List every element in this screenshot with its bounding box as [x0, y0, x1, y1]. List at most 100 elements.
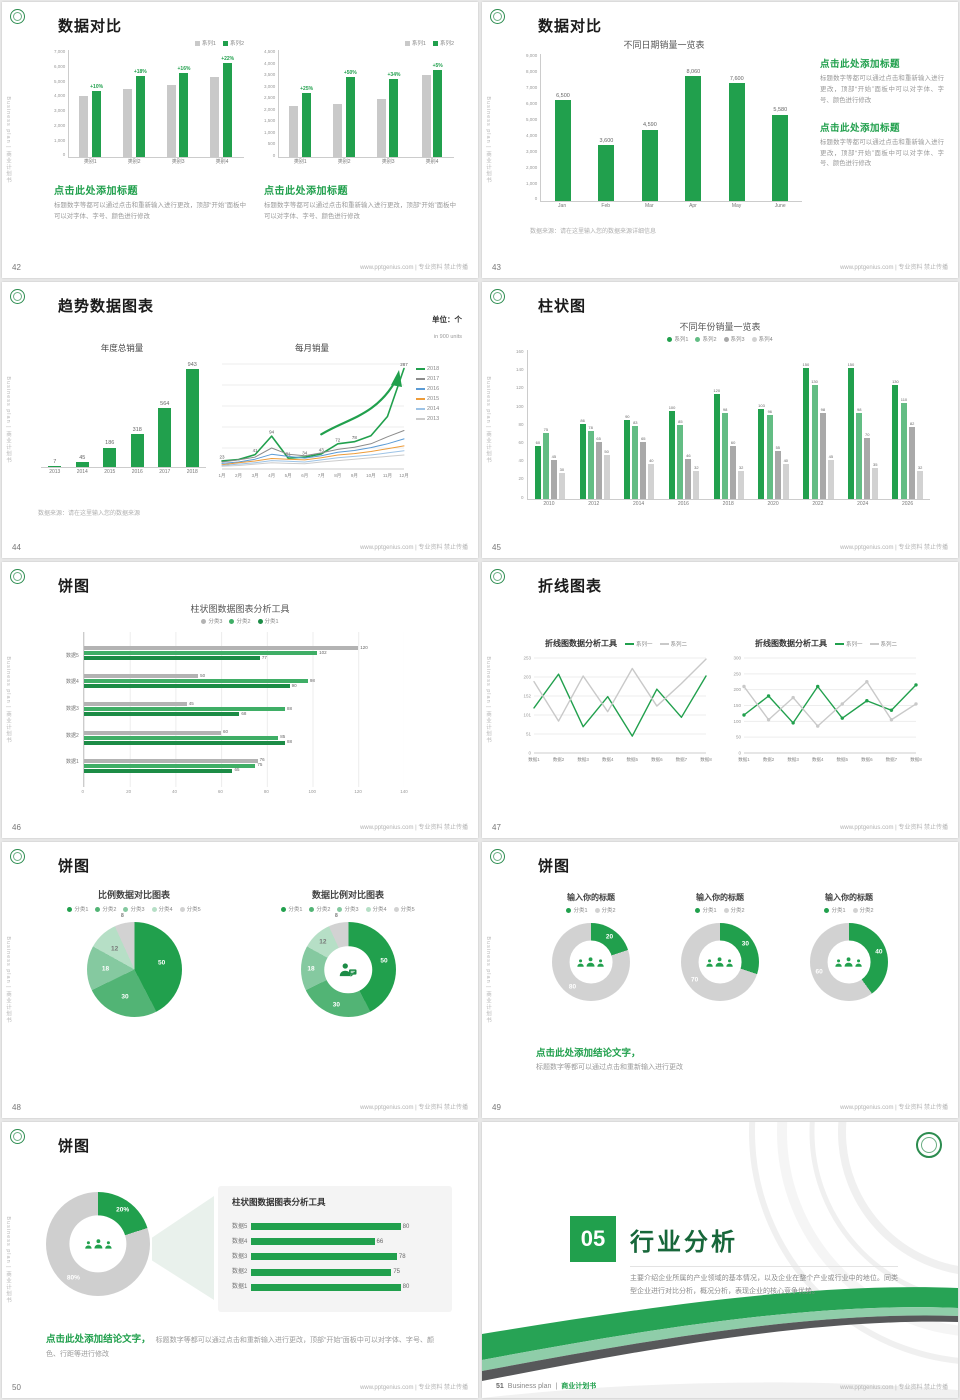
page-number: 50 [12, 1383, 21, 1392]
sidebar-vertical-text: Business plan | 商业计划书 [485, 656, 491, 744]
svg-text:数据5: 数据5 [837, 756, 849, 763]
block-text: 标题数字等都可以通过点击和重新输入进行更改，顶部“开始”面板中可以对字体、字号、… [264, 202, 456, 220]
svg-text:数据7: 数据7 [676, 756, 688, 763]
svg-text:数据2: 数据2 [553, 756, 565, 763]
footer-watermark: www.pptgenius.com | 专业资料 禁止传播 [360, 1105, 468, 1111]
slide-45: Business plan | 商业计划书 柱状图 不同年份销量一览表 系列1 系… [482, 282, 958, 558]
page-number: 49 [492, 1103, 501, 1112]
slide-43: Business plan | 商业计划书 数据对比 不同日期销量一览表 9,0… [482, 2, 958, 278]
decorative-curves [482, 1122, 958, 1398]
horizontal-bar-chart: 数据5 数据4 数据3 数据2 数据1 120 102 77 50 98 90 45 88 68 60 85 8… [66, 632, 408, 796]
page-number: 46 [12, 823, 21, 832]
svg-text:41: 41 [253, 448, 259, 453]
footer-label-cn: 商业计划书 [561, 1383, 597, 1390]
svg-text:203: 203 [523, 675, 531, 680]
section-body-text: 主要介绍企业所属的产业领域的基本情况，以及企业在整个产业或行业中的地位。同类型企… [630, 1266, 898, 1298]
line-chart: 253 203 152 101 51 0 数据1 数据2 数据3 数据4 数据5 数据6 数据7 数据8 [520, 652, 712, 764]
donut-chart: 50 30 18 12 8 [300, 913, 396, 1017]
block-text: 标题数字等都可以通过点击和重新输入进行更改，顶部“开始”面板中可以对字体、字号、… [820, 75, 944, 104]
brand-logo-icon [10, 849, 25, 864]
footer-left: 51 Business plan | 商业计划书 [496, 1381, 596, 1391]
svg-text:数据8: 数据8 [700, 756, 712, 763]
svg-text:51: 51 [526, 732, 532, 737]
section-number: 05 [570, 1216, 616, 1262]
slide-title: 饼图 [58, 1138, 91, 1155]
pie-block: 比例数据对比图表 分类1 分类2 分类3 分类4 分类5 50 30 18 12 8 [34, 888, 234, 1017]
svg-text:数据7: 数据7 [886, 756, 898, 763]
chart-title: 输入你的标题 [825, 893, 873, 902]
brand-logo-icon [490, 289, 505, 304]
chart-title: 数据比例对比图表 [311, 890, 384, 900]
svg-text:250: 250 [733, 671, 741, 676]
svg-text:数据1: 数据1 [738, 756, 750, 763]
footer-watermark: www.pptgenius.com | 专业资料 禁止传播 [360, 545, 468, 551]
svg-text:100: 100 [733, 719, 741, 724]
svg-text:11月: 11月 [383, 473, 392, 479]
pie-chart: 50 30 18 12 8 [86, 913, 182, 1017]
svg-text:数据6: 数据6 [651, 756, 663, 763]
grouped-bar-chart: 160 140 120 100 80 60 40 20 0 60 75 45 30 86 78 65 50 90 8… [516, 349, 930, 510]
svg-text:23: 23 [219, 454, 225, 459]
footer-separator: | [555, 1383, 558, 1390]
conclusion-body: 标题数字等都可以通过点击和重新输入进行更改，顶部“开始”面板中可以对字体、字号、… [46, 1337, 434, 1358]
slide-title: 折线图表 [538, 578, 603, 595]
slide-44: Business plan | 商业计划书 趋势数据图表 单位：个 in 900… [2, 282, 478, 558]
spacer [820, 107, 944, 120]
slide-title: 饼图 [58, 578, 91, 595]
chart-title: 每月销量 [294, 343, 329, 353]
chart-title: 不同日期销量一览表 [623, 40, 705, 50]
slide-50: Business plan | 商业计划书 饼图 20% 80% 柱状图数据图表分… [2, 1122, 478, 1398]
chart-title: 柱状图数据图表分析工具 [190, 604, 290, 614]
footer-watermark: www.pptgenius.com | 专业资料 禁止传播 [840, 545, 948, 551]
slide-46: Business plan | 商业计划书 饼图 柱状图数据图表分析工具 分类3… [2, 562, 478, 838]
text-block: 点击此处添加标题 标题数字等都可以通过点击和重新输入进行更改，顶部“开始”面板中… [54, 182, 246, 223]
footer-label-en: Business plan [507, 1383, 552, 1390]
footer-watermark: www.pptgenius.com | 专业资料 禁止传播 [840, 825, 948, 831]
slide-48: Business plan | 商业计划书 饼图 比例数据对比图表 分类1 分类2… [2, 842, 478, 1118]
svg-text:34: 34 [302, 451, 308, 456]
svg-text:200: 200 [733, 687, 741, 692]
svg-text:101: 101 [523, 713, 531, 718]
block-text: 标题数字等都可以通过点击和重新输入进行更改，顶部“开始”面板中可以对字体、字号、… [820, 138, 944, 168]
svg-text:数据2: 数据2 [763, 756, 775, 763]
conclusion-text: 标题数字等都可以通过点击和重新输入进行更改 [536, 1064, 683, 1071]
block-title: 点击此处添加标题 [820, 122, 901, 134]
brand-logo-icon [10, 289, 25, 304]
chart-legend: 系列1 系列2 [54, 39, 244, 47]
svg-text:数据3: 数据3 [577, 756, 589, 763]
bar-chart: 7 45 186 318 564 943 2013 2014 2015 2016 2017 2018 [38, 358, 206, 478]
panel-title: 柱状图数据图表分析工具 [232, 1197, 326, 1207]
svg-text:150: 150 [733, 703, 741, 708]
slide-title: 饼图 [538, 858, 571, 875]
brand-logo-icon [490, 569, 505, 584]
svg-text:数据1: 数据1 [528, 756, 540, 763]
chart-legend: 系列一 系列二 [834, 640, 897, 648]
line-chart: 1月 2月 3月 4月 5月 6月 7月 8月 9月 10月 11月 12月 23 41 94 31 34 43 7… [214, 358, 410, 480]
slide-42: Business plan | 商业计划书 数据对比 系列1 系列2 7,000 6… [2, 2, 478, 278]
svg-text:300: 300 [733, 656, 741, 661]
chart-title: 不同年份销量一览表 [679, 322, 761, 332]
donut-block: 输入你的标题 分类1 分类2 30 70 [661, 892, 779, 1001]
page-number: 47 [492, 823, 501, 832]
page-number: 43 [492, 263, 501, 272]
unit-note: 单位：个 in 900 units [432, 314, 462, 343]
chart-title: 折线图数据分析工具 [754, 639, 827, 648]
page-number: 44 [12, 543, 21, 552]
grouped-bar-chart-left: 7,000 6,000 5,000 4,000 3,000 2,000 1,000 0 +10%… [54, 49, 244, 168]
text-block: 点击此处添加标题 标题数字等都可以通过点击和重新输入进行更改，顶部“开始”面板中… [264, 182, 456, 223]
slide-51: 05 行业分析 主要介绍企业所属的产业领域的基本情况，以及企业在整个产业或行业中… [482, 1122, 958, 1398]
chart-legend: 系列1 系列2 [264, 39, 454, 47]
block-title: 点击此处添加标题 [264, 186, 348, 197]
chart-legend: 分类1 分类2 [790, 906, 908, 914]
sidebar-vertical-text: Business plan | 商业计划书 [5, 1216, 11, 1304]
text-column: 点击此处添加标题 标题数字等都可以通过点击和重新输入进行更改，顶部“开始”面板中… [820, 56, 944, 170]
bar-chart: 9,000 8,000 7,000 6,000 5,000 4,000 3,000 2,000… [526, 53, 802, 212]
block-text: 标题数字等都可以通过点击和重新输入进行更改，顶部“开始”面板中可以对字体、字号、… [54, 202, 246, 220]
donut-block: 输入你的标题 分类1 分类2 20 80 [532, 892, 650, 1001]
chart-legend: 系列一 系列二 [624, 640, 687, 648]
chart-legend: 分类1 分类2 [532, 906, 650, 914]
footer-watermark: www.pptgenius.com | 专业资料 禁止传播 [360, 265, 468, 271]
funnel-shape [152, 1196, 214, 1300]
svg-text:5月: 5月 [285, 473, 292, 479]
